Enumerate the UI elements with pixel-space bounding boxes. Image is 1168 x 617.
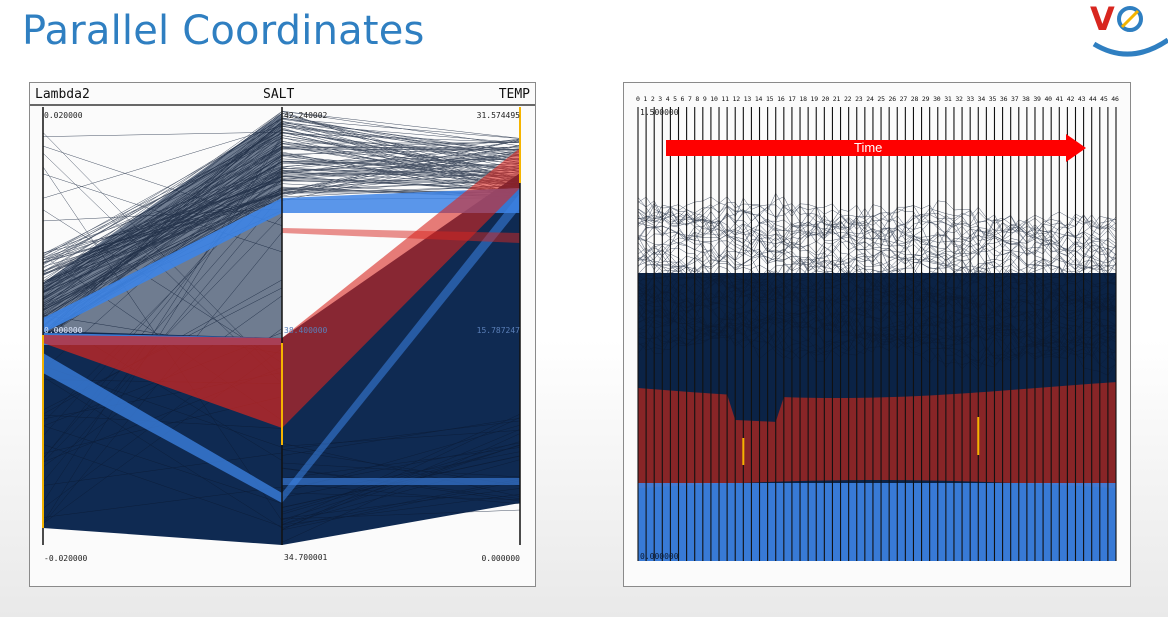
time-label: Time — [854, 140, 883, 155]
temp-min-tick: 0.000000 — [481, 554, 520, 563]
temp-max-tick: 31.574495 — [476, 111, 520, 120]
parallel-coordinates-plot — [30, 104, 535, 545]
top-tick: 1.500000 — [640, 108, 679, 117]
bottom-tick: 0.000000 — [640, 552, 679, 561]
axis-number-labels: 0 1 2 3 4 5 6 7 8 9 10 11 12 13 14 15 16… — [636, 95, 1120, 103]
time-parallel-coordinates-plot — [637, 107, 1117, 561]
distribution-bands — [638, 273, 1116, 561]
axis-header-temp: TEMP — [498, 87, 530, 102]
salt-min-tick: 34.700001 — [284, 553, 328, 562]
svg-text:V: V — [1090, 0, 1115, 38]
selected-band — [43, 148, 520, 428]
parallel-coordinates-panel-timeseries: 0 1 2 3 4 5 6 7 8 9 10 11 12 13 14 15 16… — [623, 82, 1131, 587]
temp-mid-tick: 15.787247 — [476, 326, 520, 335]
lambda2-mid-tick: 0.000000 — [44, 326, 83, 335]
time-series-lines — [637, 192, 1117, 376]
slide-title: Parallel Coordinates — [22, 8, 425, 54]
salt-max-tick: 42.240002 — [284, 111, 328, 120]
time-axes — [637, 107, 1117, 561]
vox-logo: V — [1090, 0, 1168, 57]
focus-band — [43, 188, 520, 503]
lambda2-min-tick: -0.020000 — [44, 554, 88, 563]
salt-mid-tick: 38.400000 — [284, 326, 328, 335]
parallel-coordinates-panel-3axis: Lambda2 SALT TEMP 0.020000 0.000000 -0.0… — [29, 82, 536, 587]
lambda2-max-tick: 0.020000 — [44, 111, 83, 120]
time-arrow: Time — [666, 134, 1086, 162]
axis-header-salt: SALT — [263, 87, 295, 102]
axis-header-lambda2: Lambda2 — [35, 87, 90, 102]
